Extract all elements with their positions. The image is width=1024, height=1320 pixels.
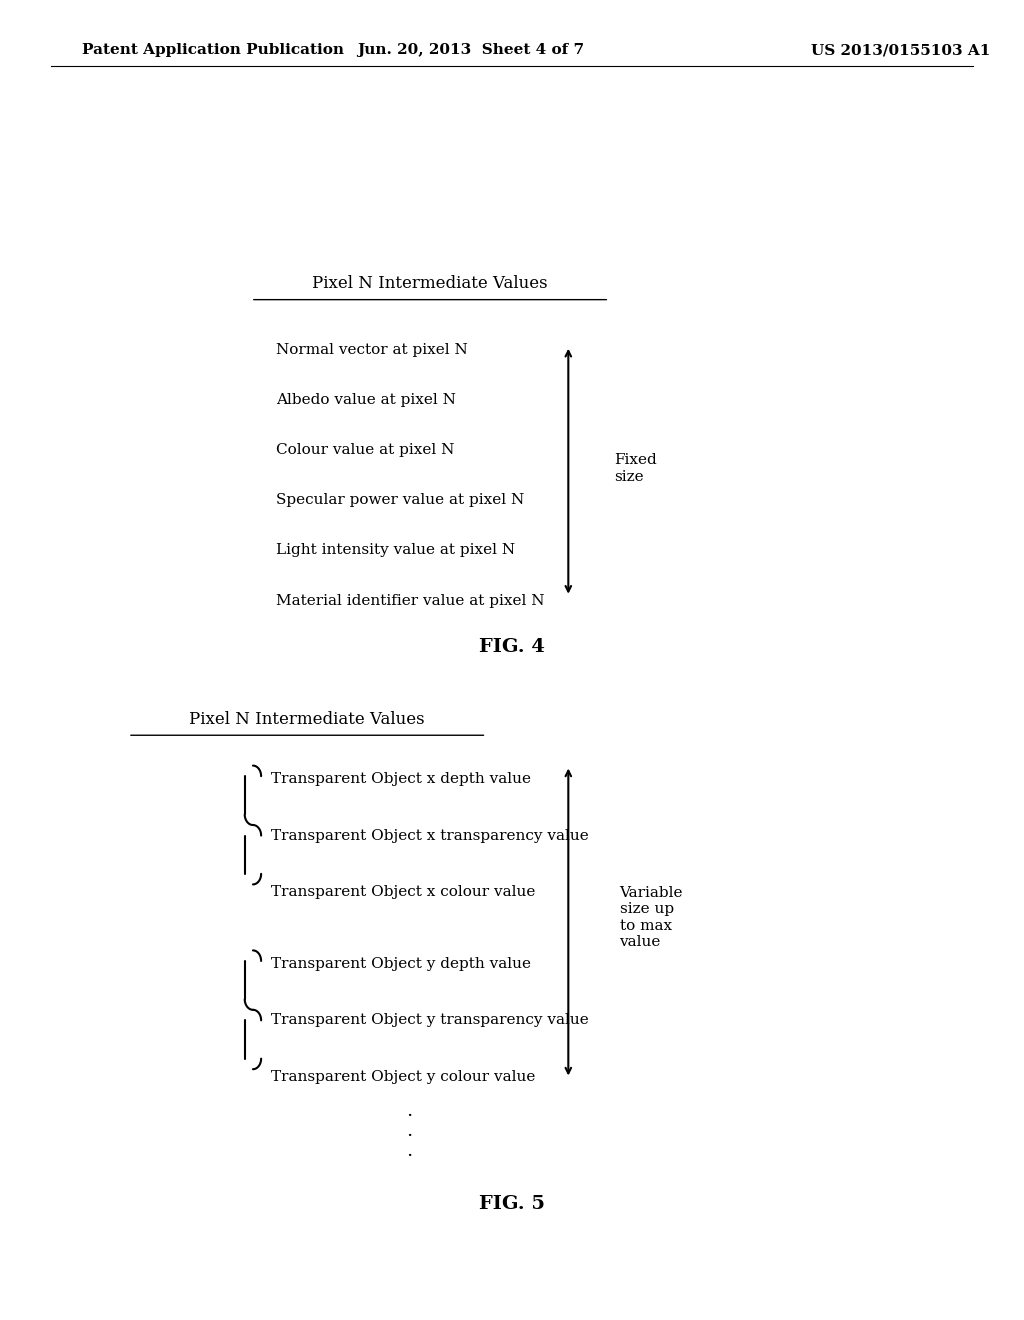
Text: FIG. 4: FIG. 4 (479, 638, 545, 656)
Text: Colour value at pixel N: Colour value at pixel N (276, 444, 455, 457)
Text: Jun. 20, 2013  Sheet 4 of 7: Jun. 20, 2013 Sheet 4 of 7 (357, 44, 585, 57)
Text: Transparent Object x colour value: Transparent Object x colour value (271, 886, 536, 899)
Text: Fixed
size: Fixed size (614, 454, 657, 483)
Text: US 2013/0155103 A1: US 2013/0155103 A1 (811, 44, 991, 57)
Text: Albedo value at pixel N: Albedo value at pixel N (276, 393, 457, 407)
Text: Transparent Object y colour value: Transparent Object y colour value (271, 1071, 536, 1084)
Text: Light intensity value at pixel N: Light intensity value at pixel N (276, 544, 516, 557)
Text: Transparent Object x transparency value: Transparent Object x transparency value (271, 829, 589, 842)
Text: .: . (407, 1122, 413, 1140)
Text: Pixel N Intermediate Values: Pixel N Intermediate Values (189, 711, 425, 727)
Text: Transparent Object y depth value: Transparent Object y depth value (271, 957, 531, 970)
Text: Transparent Object x depth value: Transparent Object x depth value (271, 772, 531, 785)
Text: Variable
size up
to max
value: Variable size up to max value (620, 886, 683, 949)
Text: Normal vector at pixel N: Normal vector at pixel N (276, 343, 468, 356)
Text: .: . (407, 1142, 413, 1160)
Text: Transparent Object y transparency value: Transparent Object y transparency value (271, 1014, 589, 1027)
Text: .: . (407, 1102, 413, 1121)
Text: Pixel N Intermediate Values: Pixel N Intermediate Values (312, 276, 548, 292)
Text: FIG. 5: FIG. 5 (479, 1195, 545, 1213)
Text: Patent Application Publication: Patent Application Publication (82, 44, 344, 57)
Text: Specular power value at pixel N: Specular power value at pixel N (276, 494, 524, 507)
Text: Material identifier value at pixel N: Material identifier value at pixel N (276, 594, 545, 607)
